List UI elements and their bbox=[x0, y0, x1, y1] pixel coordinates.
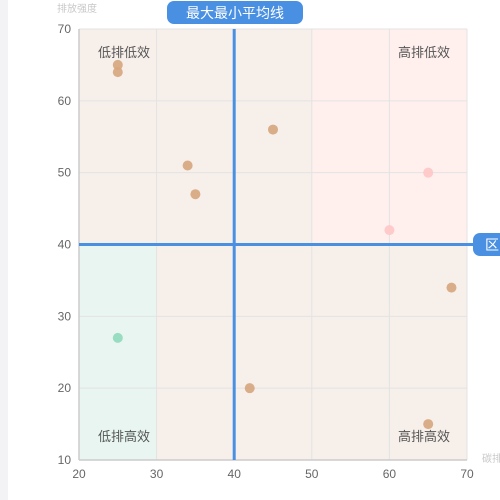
vertical-mean-line-label[interactable]: 最大最小平均线 bbox=[167, 1, 303, 24]
y-tick-label-5: 60 bbox=[58, 94, 72, 108]
y-axis-title: 排放强度 bbox=[57, 2, 97, 15]
y-tick-label-2: 30 bbox=[58, 309, 72, 323]
quadrant-label-bottom-left: 低排高效 bbox=[98, 429, 150, 445]
x-tick-label-3: 50 bbox=[305, 467, 319, 481]
mean-lines bbox=[79, 29, 478, 460]
data-point-8[interactable] bbox=[112, 332, 123, 343]
data-point-5[interactable] bbox=[423, 167, 434, 178]
x-axis-title: 碳排 bbox=[482, 452, 500, 465]
x-tick-label-0: 20 bbox=[72, 467, 86, 481]
quadrant-label-bottom-right: 高排高效 bbox=[398, 429, 450, 445]
horizontal-mean-line-label-text: 区 bbox=[485, 238, 499, 254]
data-point-2[interactable] bbox=[268, 124, 278, 135]
y-tick-label-0: 10 bbox=[58, 453, 72, 467]
horizontal-mean-line-label[interactable]: 区 bbox=[473, 233, 500, 256]
y-tick-label-1: 20 bbox=[58, 381, 72, 395]
y-tick-label-4: 50 bbox=[58, 166, 72, 180]
region-0 bbox=[79, 244, 157, 460]
data-point-10[interactable] bbox=[423, 419, 434, 430]
data-point-0[interactable] bbox=[112, 59, 123, 70]
y-tick-label-6: 70 bbox=[58, 22, 72, 36]
x-tick-label-1: 30 bbox=[150, 467, 164, 481]
vertical-mean-line-label-text: 最大最小平均线 bbox=[186, 6, 284, 22]
page-left-strip bbox=[0, 0, 8, 500]
x-tick-label-4: 60 bbox=[383, 467, 397, 481]
horizontal-mean-line-pill bbox=[473, 233, 500, 256]
data-points bbox=[112, 59, 457, 430]
x-tick-label-2: 40 bbox=[228, 467, 242, 481]
data-point-4[interactable] bbox=[190, 189, 201, 200]
x-tick-label-5: 70 bbox=[460, 467, 474, 481]
data-point-1[interactable] bbox=[112, 67, 123, 78]
vertical-mean-line-pill bbox=[167, 1, 303, 24]
quadrant-labels: 低排低效 高排低效 低排高效 高排高效 bbox=[98, 45, 450, 445]
quadrant-label-top-left: 低排低效 bbox=[98, 46, 150, 61]
data-point-7[interactable] bbox=[446, 282, 457, 293]
y-tick-label-3: 40 bbox=[58, 238, 72, 252]
data-point-3[interactable] bbox=[182, 160, 193, 171]
data-point-6[interactable] bbox=[384, 225, 395, 236]
data-point-9[interactable] bbox=[244, 383, 255, 394]
quadrant-label-top-right: 高排低效 bbox=[398, 45, 450, 61]
